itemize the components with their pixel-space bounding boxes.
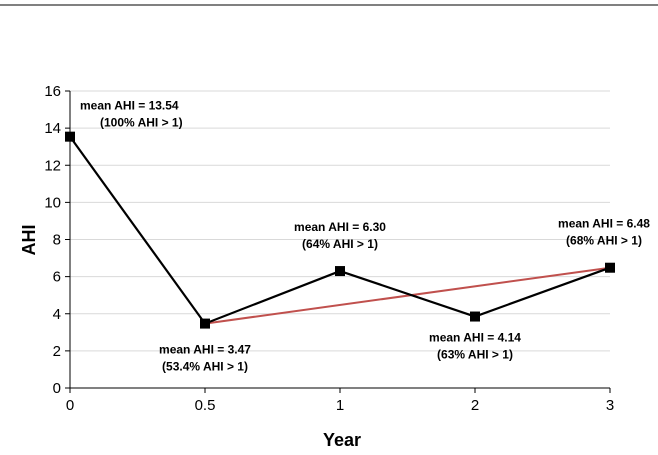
y-tick-label: 10: [44, 194, 61, 211]
data-point-marker: [470, 311, 480, 322]
annotations-group: mean AHI = 13.54 (100% AHI > 1) mean AHI =…: [80, 99, 650, 374]
x-tick-label: 0.5: [195, 397, 216, 414]
annotation-mean-label: mean AHI = 6.30: [294, 220, 386, 234]
gridlines: [70, 90, 610, 352]
annotation-mean-label: mean AHI = 6.48: [558, 217, 650, 231]
y-tick-label: 4: [53, 306, 61, 323]
x-tick-label: 0: [66, 397, 74, 414]
y-tick-label: 14: [44, 120, 61, 137]
data-point-marker: [605, 262, 615, 273]
data-point-marker: [335, 266, 345, 277]
annotation-percent-label: (64% AHI > 1): [302, 237, 378, 251]
x-tick-label: 1: [336, 397, 344, 414]
y-tick-label: 16: [44, 83, 61, 100]
data-point-marker: [200, 318, 210, 329]
y-tick-label: 8: [53, 232, 61, 249]
annotation-percent-label: (68% AHI > 1): [566, 234, 642, 248]
trend-line-group: [204, 266, 611, 325]
annotation-percent-label: (53.4% AHI > 1): [162, 360, 248, 374]
x-tick-label: 2: [471, 397, 479, 414]
y-tick-label: 12: [44, 157, 61, 174]
y-tick-label: 2: [53, 343, 61, 360]
y-tick-label: 0: [53, 380, 61, 397]
annotation-percent-label: (100% AHI > 1): [100, 116, 183, 130]
annotation-mean-label: mean AHI = 3.47: [159, 343, 251, 357]
x-axis-title: Year: [323, 430, 361, 450]
annotation-mean-label: mean AHI = 13.54: [80, 99, 179, 113]
series-group: [65, 131, 615, 329]
annotation-mean-label: mean AHI = 4.14: [429, 331, 521, 345]
trend-line: [204, 266, 611, 325]
y-tick-label: 6: [53, 269, 61, 286]
y-axis-title: AHI: [19, 225, 39, 256]
data-point-marker: [65, 131, 75, 142]
x-tick-label: 3: [606, 397, 614, 414]
annotation-percent-label: (63% AHI > 1): [437, 348, 513, 362]
